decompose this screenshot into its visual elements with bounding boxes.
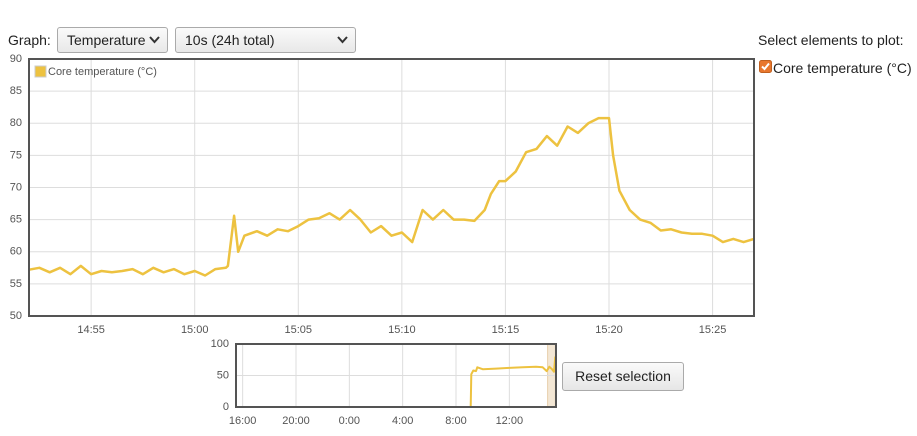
x-tick-label: 12:00 [496, 415, 524, 427]
y-tick-label: 50 [10, 310, 22, 322]
y-tick-label: 80 [10, 117, 22, 129]
legend-swatch [34, 65, 47, 78]
y-tick-label: 65 [10, 214, 22, 226]
y-tick-label: 60 [10, 246, 22, 258]
reset-button[interactable]: Reset selection [562, 362, 684, 391]
x-tick-label: 0:00 [339, 415, 360, 427]
graph-select[interactable]: Temperature [57, 27, 168, 53]
x-tick-label: 8:00 [445, 415, 466, 427]
x-tick-label: 15:15 [492, 324, 520, 336]
y-tick-label: 0 [223, 401, 229, 413]
y-tick-label: 55 [10, 278, 22, 290]
plot-border [28, 58, 755, 317]
checkbox[interactable] [759, 60, 772, 73]
data-line [236, 356, 557, 408]
legend-label: Core temperature (°C) [48, 66, 157, 78]
data-line [28, 116, 755, 277]
y-tick-label: 50 [217, 369, 229, 381]
y-tick-label: 100 [211, 338, 229, 350]
x-tick-label: 20:00 [282, 415, 310, 427]
y-tick-label: 75 [10, 149, 22, 161]
y-tick-label: 85 [10, 85, 22, 97]
elements-title: Select elements to plot: [758, 32, 904, 48]
element-label[interactable]: Core temperature (°C) [773, 60, 912, 76]
x-tick-label: 4:00 [392, 415, 413, 427]
chevron [149, 36, 160, 44]
x-tick-label: 15:10 [388, 324, 416, 336]
chevron [337, 36, 348, 44]
plot-border [235, 343, 557, 408]
range-select[interactable]: 10s (24h total) [175, 27, 356, 53]
range-select-text: 10s (24h total) [185, 32, 275, 48]
x-tick-label: 15:20 [595, 324, 623, 336]
graph-select-text: Temperature [67, 32, 146, 48]
x-tick-label: 15:00 [181, 324, 209, 336]
x-tick-label: 16:00 [229, 415, 257, 427]
y-tick-label: 90 [10, 53, 22, 65]
x-tick-label: 15:05 [285, 324, 313, 336]
x-tick-label: 15:25 [699, 324, 727, 336]
graph-label: Graph: [8, 32, 51, 48]
y-tick-label: 70 [10, 181, 22, 193]
x-tick-label: 14:55 [77, 324, 105, 336]
